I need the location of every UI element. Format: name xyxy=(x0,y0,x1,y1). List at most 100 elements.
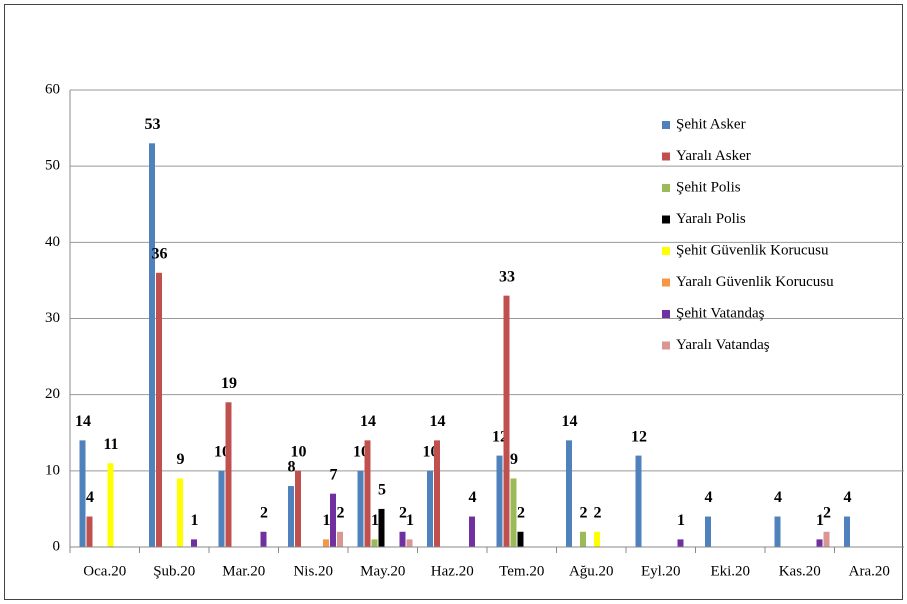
legend-label: Yaralı Polis xyxy=(676,211,746,227)
bar xyxy=(378,508,385,547)
data-label: 33 xyxy=(499,268,515,285)
x-tick-label: Mar.20 xyxy=(222,563,265,579)
bar xyxy=(371,539,378,547)
bar xyxy=(364,440,371,547)
data-label: 1 xyxy=(677,512,685,529)
bar xyxy=(86,516,93,547)
x-tick-label: Eyl.20 xyxy=(641,563,681,579)
bar xyxy=(434,440,440,547)
data-label: 2 xyxy=(823,504,831,521)
bar xyxy=(337,531,343,547)
legend-label: Yaralı Asker xyxy=(676,148,751,164)
y-tick-label: 10 xyxy=(45,462,60,478)
data-label: 14 xyxy=(562,413,578,430)
y-tick-label: 0 xyxy=(53,538,61,554)
bar xyxy=(496,455,503,547)
legend-swatch xyxy=(662,152,670,161)
legend-label: Şehit Polis xyxy=(676,179,741,195)
data-label: 2 xyxy=(594,504,602,521)
data-label: 1 xyxy=(816,512,824,529)
chart-frame xyxy=(4,4,903,600)
bar xyxy=(79,440,86,547)
bar xyxy=(323,539,329,547)
data-label: 8 xyxy=(288,459,296,476)
legend-swatch xyxy=(662,184,670,192)
bar xyxy=(406,539,413,547)
legend-swatch xyxy=(662,121,670,129)
data-label: 4 xyxy=(469,489,477,506)
bar xyxy=(594,531,600,547)
bar xyxy=(469,516,475,547)
data-label: 11 xyxy=(103,436,118,453)
bar xyxy=(149,143,155,548)
data-label: 1 xyxy=(191,512,199,529)
bar xyxy=(635,455,642,547)
bar xyxy=(288,486,294,547)
legend-label: Yaralı Güvenlik Korucusu xyxy=(676,274,834,290)
bar xyxy=(677,539,684,547)
data-label: 2 xyxy=(337,504,345,521)
y-tick-label: 50 xyxy=(45,158,60,174)
data-label: 2 xyxy=(517,504,525,521)
legend-label: Şehit Vatandaş xyxy=(676,305,765,321)
bar xyxy=(260,531,267,547)
data-label: 14 xyxy=(75,413,91,430)
x-tick-label: Oca.20 xyxy=(83,563,126,579)
bar xyxy=(566,440,572,547)
legend-swatch xyxy=(662,278,670,287)
data-label: 4 xyxy=(774,489,782,506)
bar xyxy=(580,531,586,547)
x-tick-label: Eki.20 xyxy=(710,563,750,579)
bar xyxy=(399,531,406,547)
x-tick-label: Ağu.20 xyxy=(569,563,614,579)
bar xyxy=(191,539,197,547)
y-tick-label: 40 xyxy=(45,234,60,250)
bar xyxy=(225,402,232,547)
legend-swatch xyxy=(662,310,670,318)
bar xyxy=(816,539,823,547)
data-label: 9 xyxy=(510,451,518,468)
bar xyxy=(330,493,336,547)
data-label: 1 xyxy=(406,512,414,529)
bar xyxy=(177,478,183,547)
data-label: 5 xyxy=(378,482,386,499)
x-tick-label: Haz.20 xyxy=(431,563,474,579)
data-label: 10 xyxy=(291,444,307,461)
x-tick-label: Ara.20 xyxy=(849,563,890,579)
y-tick-label: 20 xyxy=(45,386,60,402)
data-label: 4 xyxy=(705,489,713,506)
x-tick-label: Tem.20 xyxy=(499,563,544,579)
bar xyxy=(823,531,830,547)
data-label: 4 xyxy=(86,489,94,506)
data-label: 14 xyxy=(430,413,446,430)
bar xyxy=(357,470,364,547)
bar xyxy=(427,470,433,547)
legend-label: Şehit Güvenlik Korucusu xyxy=(676,242,829,258)
bar xyxy=(517,531,524,547)
data-label: 1 xyxy=(323,512,331,529)
bar xyxy=(705,516,711,547)
legend-label: Şehit Asker xyxy=(676,116,746,132)
bar xyxy=(295,470,301,547)
legend-swatch xyxy=(662,341,670,350)
data-label: 1 xyxy=(371,512,379,529)
data-label: 2 xyxy=(580,504,588,521)
data-label: 36 xyxy=(152,245,168,262)
bar xyxy=(156,272,162,547)
data-label: 2 xyxy=(399,504,407,521)
data-label: 7 xyxy=(330,466,338,483)
x-tick-label: Kas.20 xyxy=(779,563,821,579)
y-tick-label: 30 xyxy=(45,310,60,326)
x-tick-label: Nis.20 xyxy=(293,563,333,579)
x-tick-label: Şub.20 xyxy=(153,563,195,579)
data-label: 53 xyxy=(145,116,161,133)
bar xyxy=(774,516,781,547)
y-tick-label: 60 xyxy=(45,81,60,97)
legend-label: Yaralı Vatandaş xyxy=(676,337,770,353)
bar xyxy=(844,516,850,547)
legend-swatch xyxy=(662,215,670,224)
data-label: 4 xyxy=(844,489,852,506)
bar xyxy=(107,463,114,547)
data-label: 9 xyxy=(177,451,185,468)
